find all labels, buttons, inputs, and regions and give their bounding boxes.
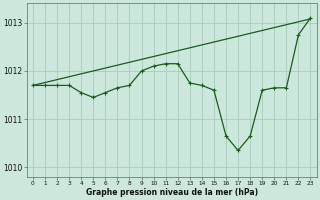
X-axis label: Graphe pression niveau de la mer (hPa): Graphe pression niveau de la mer (hPa) xyxy=(86,188,258,197)
